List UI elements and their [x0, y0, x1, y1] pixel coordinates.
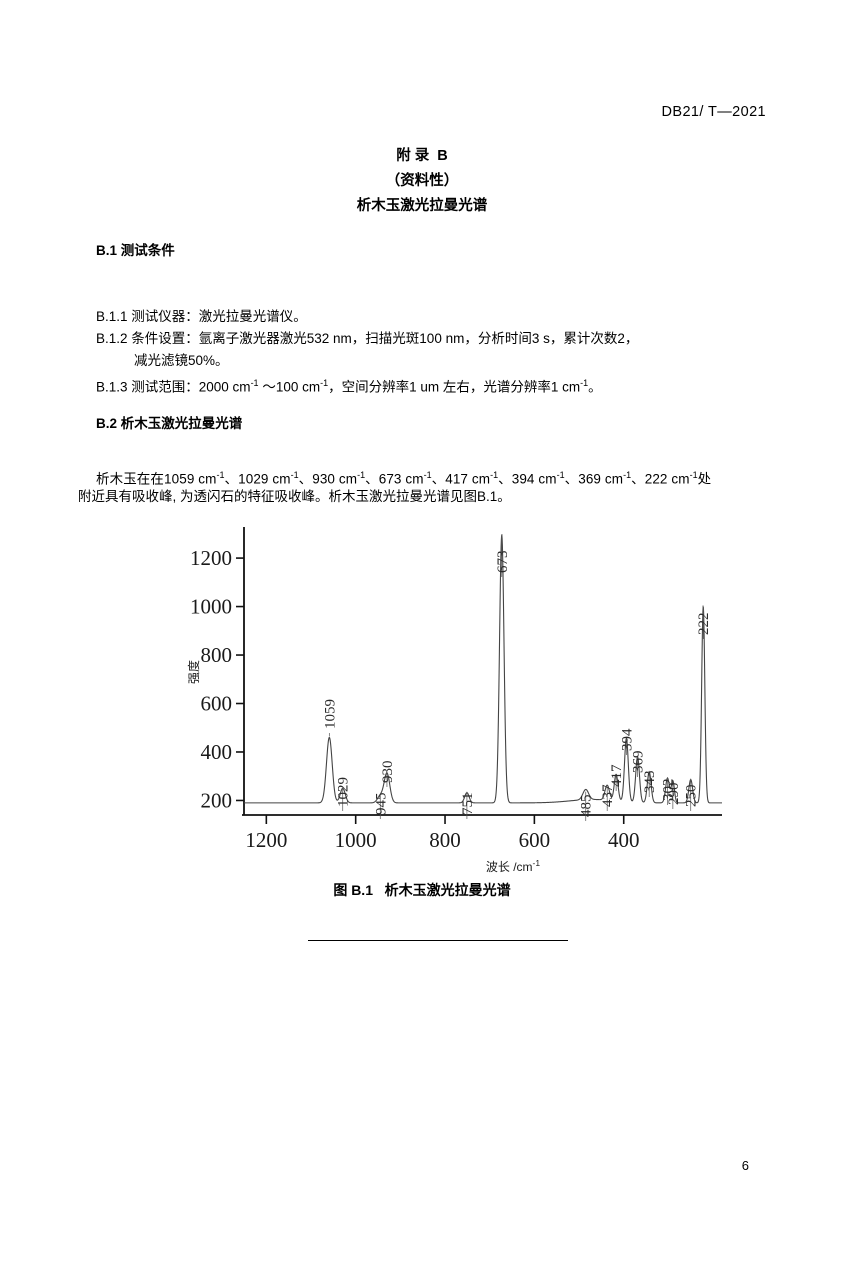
para-sup-a: -1: [216, 470, 225, 480]
b13-sup-2: -1: [320, 378, 329, 388]
b13-tail: ，空间分辨率1 um 左右，光谱分辨率1 cm: [328, 379, 581, 395]
y-tick-label: 1200: [190, 546, 232, 570]
peak-label: 290: [666, 783, 682, 806]
b13-prefix: B.1.3 测试范围：2000 cm: [96, 379, 251, 395]
section-b2-paragraph-line2: 附近具有吸收峰, 为透闪石的特征吸收峰。析木玉激光拉曼光谱见图B.1。: [78, 489, 511, 504]
chart-svg: 200 400 600 800 1000 1200 1200 1000 800 600 400 强度波…: [186, 527, 722, 874]
peak-label: 1029: [336, 777, 352, 807]
raman-spectrum-chart: 200 400 600 800 1000 1200 1200 1000 800 600 400 强度波…: [186, 515, 726, 875]
b13-mid: ～100 cm: [258, 379, 321, 395]
para-seg-i: 处: [697, 471, 712, 487]
b13-end: 。: [588, 379, 602, 395]
para-seg-f: 、394 cm: [498, 471, 557, 487]
section-b12-text-line2: 减光滤镜50%。: [134, 353, 229, 368]
x-tick-label: 800: [429, 828, 461, 852]
x-axis-label: 波长 /cm-1: [486, 858, 541, 874]
para-sup-c: -1: [357, 470, 366, 480]
page-number: 6: [741, 1158, 749, 1173]
x-tick-label: 1200: [245, 828, 287, 852]
footer-divider-rule: [308, 940, 568, 941]
y-tick-label: 1000: [190, 595, 232, 619]
section-b11-text: B.1.1 测试仪器：激光拉曼光谱仪。: [96, 309, 307, 324]
peak-label: 369: [631, 751, 647, 774]
para-seg-c: 、930 cm: [298, 471, 358, 487]
peak-label: 394: [619, 728, 635, 751]
section-b1-heading: B.1 测试条件: [96, 243, 175, 258]
peak-label: 673: [495, 551, 511, 574]
para-seg-d: 、673 cm: [365, 471, 424, 487]
annex-title: 析木玉激光拉曼光谱: [356, 198, 488, 214]
peak-label: 343: [642, 771, 658, 794]
annex-label: 附 录 B: [396, 148, 448, 164]
peak-label: 250: [684, 785, 700, 808]
para-sup-d: -1: [423, 470, 432, 480]
peak-label: 1059: [322, 699, 338, 729]
figure-caption: 图 B.1 析木玉激光拉曼光谱: [333, 882, 511, 898]
para-seg-h: 、222 cm: [631, 471, 690, 487]
peak-label: 751: [460, 793, 476, 816]
section-b13-text: B.1.3 测试范围：2000 cm-1 ～100 cm-1，空间分辨率1 um…: [96, 373, 602, 398]
peak-label: 222: [696, 613, 712, 636]
b13-sup-3: -1: [580, 378, 589, 388]
para-sup-f: -1: [556, 470, 565, 480]
peak-label: 417: [609, 764, 625, 787]
para-sup-g: -1: [623, 470, 632, 480]
x-tick-label: 1000: [335, 828, 377, 852]
x-tick-label: 400: [608, 828, 640, 852]
para-sup-e: -1: [490, 470, 499, 480]
y-tick-label: 400: [201, 740, 233, 764]
peak-label: 437: [600, 784, 616, 807]
para-seg-g: 、369 cm: [564, 471, 624, 487]
para-seg-b: 、1029 cm: [224, 471, 291, 487]
para-sup-b: -1: [290, 470, 299, 480]
para-sup-h: -1: [689, 470, 698, 480]
y-axis-label: 强度: [186, 660, 201, 684]
y-tick-label: 600: [201, 692, 233, 716]
y-tick-label: 200: [201, 788, 233, 812]
b13-sup-1: -1: [250, 378, 259, 388]
para-seg-a: 析木玉在在1059 cm: [96, 471, 217, 487]
peak-label: 930: [380, 761, 396, 784]
annex-title-block: 附 录 B （资料性） 析木玉激光拉曼光谱: [0, 144, 844, 219]
peak-label: 302: [660, 779, 676, 802]
peak-label: 485: [579, 795, 595, 818]
peak-label: 945: [373, 793, 389, 816]
para-seg-e: 、417 cm: [431, 471, 491, 487]
section-b2-paragraph-line1: 析木玉在在1059 cm-1、1029 cm-1、930 cm-1、673 cm…: [96, 465, 711, 490]
y-tick-label: 800: [201, 643, 233, 667]
section-b2-heading: B.2 析木玉激光拉曼光谱: [96, 416, 243, 431]
x-tick-label: 600: [519, 828, 551, 852]
document-code: DB21/ T—2021: [661, 104, 766, 120]
annex-type: （资料性）: [385, 173, 459, 189]
section-b12-text-line1: B.1.2 条件设置：氩离子激光器激光532 nm，扫描光斑100 nm，分析时…: [96, 331, 639, 346]
spectrum-trace: [244, 534, 722, 804]
